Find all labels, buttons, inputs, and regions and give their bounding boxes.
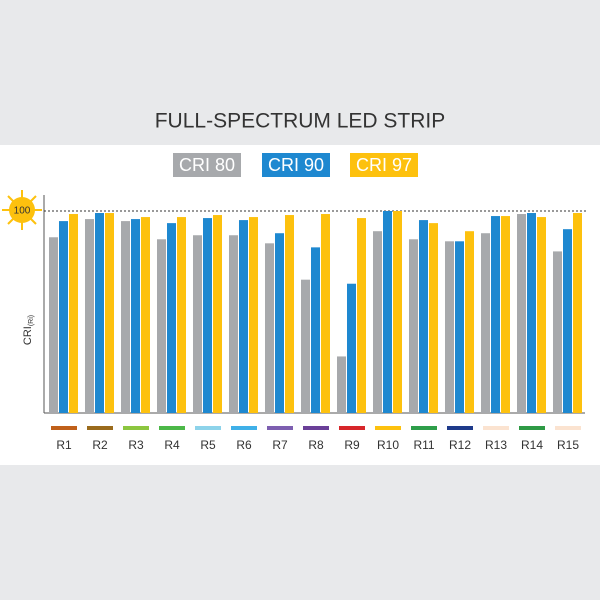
y-tick-label: 100 — [14, 206, 31, 217]
category-swatch — [339, 426, 365, 430]
category-swatch — [87, 426, 113, 430]
category-swatch — [123, 426, 149, 430]
x-tick-label: R10 — [377, 438, 399, 452]
sun-icon — [2, 190, 42, 230]
bar — [301, 279, 310, 413]
bar — [419, 220, 428, 413]
bar — [311, 247, 320, 413]
bar — [409, 239, 418, 413]
x-tick-label: R6 — [236, 438, 252, 452]
y-axis-label: CRI(Ri) — [22, 315, 35, 345]
bar — [275, 233, 284, 413]
bar — [167, 223, 176, 413]
x-tick-label: R15 — [557, 438, 579, 452]
bar — [157, 239, 166, 413]
category-swatch — [483, 426, 509, 430]
legend-swatch — [173, 153, 241, 177]
y-label-main: CRI — [22, 326, 34, 345]
legend-label: CRI 97 — [356, 155, 412, 175]
bar — [265, 243, 274, 413]
bar — [445, 241, 454, 413]
bar — [59, 221, 68, 413]
x-tick-label: R1 — [56, 438, 72, 452]
x-tick-label: R2 — [92, 438, 108, 452]
bar — [481, 233, 490, 413]
category-swatch — [303, 426, 329, 430]
bar — [563, 229, 572, 413]
category-swatch — [375, 426, 401, 430]
x-tick-label: R4 — [164, 438, 180, 452]
bar — [527, 213, 536, 413]
bar — [491, 216, 500, 413]
x-tick-label: R5 — [200, 438, 216, 452]
category-swatch — [231, 426, 257, 430]
x-tick-label: R12 — [449, 438, 471, 452]
bar — [357, 218, 366, 413]
bar — [373, 231, 382, 413]
bar — [95, 213, 104, 413]
bar — [285, 215, 294, 413]
bar — [203, 218, 212, 413]
bar — [131, 219, 140, 413]
category-swatch — [519, 426, 545, 430]
bar — [213, 215, 222, 413]
category-swatch — [411, 426, 437, 430]
y-label-sub: (Ri) — [28, 315, 35, 326]
x-tick-label: R3 — [128, 438, 144, 452]
bar — [193, 235, 202, 413]
bar — [141, 217, 150, 413]
bar — [49, 237, 58, 413]
bar — [383, 211, 392, 413]
x-tick-label: R7 — [272, 438, 288, 452]
bar — [455, 241, 464, 413]
bar — [239, 220, 248, 413]
bar — [517, 214, 526, 413]
bar — [177, 217, 186, 413]
legend-label: CRI 80 — [179, 155, 235, 175]
bar — [337, 356, 346, 413]
bar — [537, 217, 546, 413]
bar — [347, 283, 356, 413]
category-swatch — [447, 426, 473, 430]
bar — [321, 214, 330, 413]
bar — [501, 216, 510, 413]
category-swatch — [195, 426, 221, 430]
bar — [69, 214, 78, 413]
category-swatch — [159, 426, 185, 430]
bar — [85, 219, 94, 413]
category-swatch — [51, 426, 77, 430]
bar — [573, 213, 582, 413]
x-tick-label: R9 — [344, 438, 360, 452]
bar — [229, 235, 238, 413]
category-swatch — [555, 426, 581, 430]
x-tick-label: R11 — [413, 438, 434, 452]
x-tick-label: R8 — [308, 438, 324, 452]
legend-swatch — [262, 153, 330, 177]
bar — [465, 231, 474, 413]
bar — [553, 251, 562, 413]
bar — [393, 211, 402, 413]
bar — [105, 213, 114, 413]
x-tick-label: R14 — [521, 438, 543, 452]
x-tick-label: R13 — [485, 438, 507, 452]
legend-swatch — [350, 153, 418, 177]
legend-label: CRI 90 — [268, 155, 324, 175]
category-swatch — [267, 426, 293, 430]
bar — [121, 221, 130, 413]
bar — [249, 217, 258, 413]
bar — [429, 223, 438, 413]
chart-title: FULL-SPECTRUM LED STRIP — [155, 110, 446, 133]
